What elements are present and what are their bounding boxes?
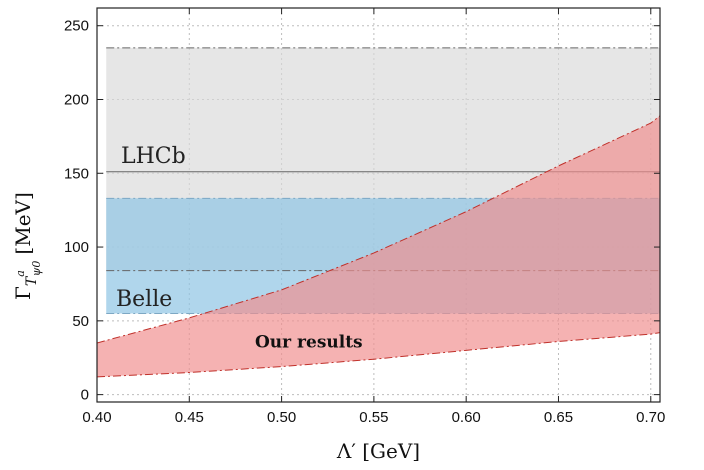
y-axis-label: ΓTa ψ0 [MeV]	[11, 192, 43, 300]
our-results-lower-line	[97, 332, 660, 378]
y-label-sub: T	[24, 275, 40, 286]
our-results-area	[97, 115, 660, 378]
belle-label: Belle	[116, 287, 172, 312]
axis-ticks: 0.40 0.45 0.50 0.55 0.60 0.65 0.70 0 50 100 150 200…	[64, 8, 665, 426]
x-tick-label: 0.40	[82, 409, 111, 426]
y-label-unit: [MeV]	[11, 192, 35, 254]
our-results-upper-line	[97, 115, 660, 344]
x-axis-label: Λ′ [GeV]	[336, 439, 420, 463]
y-label-subsub: ψ0	[30, 261, 43, 277]
x-tick-label: 0.60	[452, 409, 481, 426]
our-results-fill	[97, 115, 660, 377]
x-tick-label: 0.70	[636, 409, 665, 426]
our-results-label: Our results	[255, 332, 363, 352]
y-tick-label: 50	[72, 313, 89, 330]
x-tick-label: 0.55	[359, 409, 388, 426]
y-label-sup: a	[14, 270, 27, 277]
y-tick-label: 0	[81, 387, 89, 404]
lhcb-label: LHCb	[121, 144, 186, 169]
y-tick-label: 250	[64, 18, 89, 35]
x-tick-label: 0.50	[267, 409, 296, 426]
y-tick-label: 200	[64, 91, 89, 108]
y-label-main: Γ	[11, 286, 35, 300]
y-tick-label: 100	[64, 239, 89, 256]
x-tick-label: 0.45	[175, 409, 204, 426]
plot-frame	[96, 7, 661, 403]
x-tick-label: 0.65	[544, 409, 573, 426]
y-tick-label: 150	[64, 165, 89, 182]
